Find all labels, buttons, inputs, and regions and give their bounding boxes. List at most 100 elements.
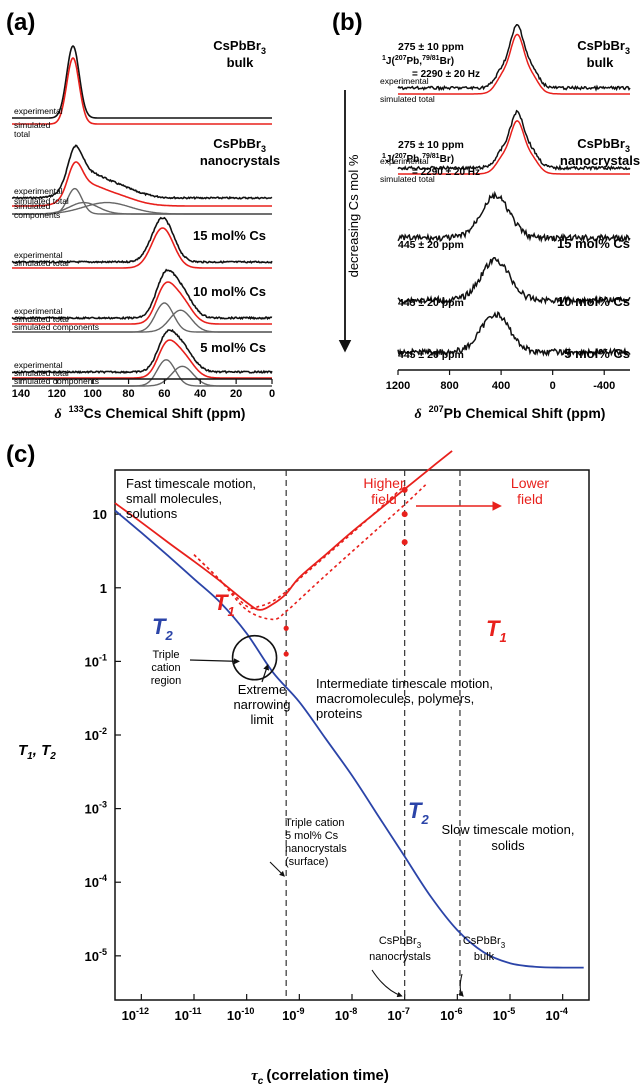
t1-curve bbox=[114, 450, 453, 611]
trace-label: simulated bbox=[14, 201, 51, 211]
coupling-label: 1J(207Pb,79/81Br) bbox=[382, 153, 454, 165]
text: T bbox=[152, 614, 167, 639]
text: J( bbox=[386, 154, 396, 165]
x-tick-label: 100 bbox=[84, 388, 102, 400]
trace-label: experimental bbox=[380, 76, 429, 86]
annotation-fast-timescale: solutions bbox=[126, 506, 178, 521]
base: 10 bbox=[85, 949, 99, 964]
exponent: -10 bbox=[241, 1006, 254, 1016]
superscript: 79/81 bbox=[422, 55, 440, 62]
subscript: 3 bbox=[261, 144, 266, 154]
annotation-triple-cation-5: Triple cation bbox=[285, 817, 345, 829]
bulk-arrow bbox=[458, 973, 464, 997]
superscript: 207 bbox=[395, 153, 407, 160]
base: 10 bbox=[85, 802, 99, 817]
field-marker bbox=[401, 511, 408, 518]
y-tick-label: 10-1 bbox=[85, 652, 107, 669]
experimental-spectrum bbox=[11, 216, 273, 264]
experimental-spectrum bbox=[397, 24, 631, 92]
trace-label: simulated total bbox=[380, 174, 435, 184]
x-tick-label: 10-5 bbox=[493, 1006, 515, 1023]
trace-label: experimental bbox=[14, 360, 63, 370]
annotation-fast-timescale: Fast timescale motion, bbox=[126, 476, 256, 491]
field-marker bbox=[283, 625, 289, 631]
panel-a-x-ticks: 140 120 100 80 60 40 20 0 bbox=[12, 379, 275, 400]
subscript: 1 bbox=[227, 604, 234, 619]
sample-title: CsPbBr3 bbox=[577, 136, 630, 154]
exponent: -7 bbox=[402, 1006, 410, 1016]
simulated-total-spectrum bbox=[12, 339, 272, 379]
panel-b-x-ticks: 1200 800 400 0 -400 bbox=[386, 370, 615, 392]
experimental-spectrum bbox=[397, 311, 631, 358]
x-tick-label: 0 bbox=[269, 388, 275, 400]
t2-curve bbox=[114, 509, 584, 969]
annotation-intermediate: proteins bbox=[316, 706, 363, 721]
x-tick-label: 10-11 bbox=[175, 1006, 202, 1023]
panel-a: (a) CsPbBr3bulkexperimentalsimulatedtota… bbox=[6, 9, 280, 422]
x-tick-label: 60 bbox=[158, 388, 170, 400]
trace-label: simulated total bbox=[14, 314, 69, 324]
sample-title: 5 mol% Cs bbox=[200, 340, 266, 355]
experimental-spectrum bbox=[12, 328, 273, 375]
trace-label: simulated total bbox=[14, 196, 69, 206]
subscript: 2 bbox=[164, 628, 173, 643]
trace-label: simulated total bbox=[380, 94, 435, 104]
annotation-triple-cation-5: nanocrystals bbox=[285, 843, 347, 855]
t1-label-right: T1 bbox=[486, 616, 507, 645]
experimental-spectrum bbox=[397, 190, 631, 244]
y-tick-label: 1 bbox=[100, 581, 107, 596]
annotation-fast-timescale: small molecules, bbox=[126, 491, 222, 506]
subscript: 3 bbox=[501, 941, 506, 950]
field-marker bbox=[401, 486, 408, 493]
x-tick-label: 10-12 bbox=[122, 1006, 149, 1023]
sample-subtitle: nanocrystals bbox=[560, 153, 640, 168]
simulated-component bbox=[12, 309, 272, 333]
panel-b-label: (b) bbox=[332, 9, 363, 36]
exponent: -2 bbox=[99, 726, 107, 736]
annotation-triple-cation-region: cation bbox=[151, 662, 180, 674]
y-tick-label: 10-3 bbox=[85, 800, 107, 817]
extreme-narrowing-arrow bbox=[261, 663, 270, 683]
x-tick-label: 0 bbox=[550, 380, 556, 392]
superscript: 207 bbox=[395, 55, 407, 62]
base: 10 bbox=[440, 1008, 454, 1023]
sample-title: 5 mol% Cs bbox=[564, 346, 630, 361]
base: 10 bbox=[227, 1008, 241, 1023]
simulated-total-spectrum bbox=[12, 227, 272, 269]
annotation-higher-field: field bbox=[371, 491, 397, 507]
exponent: -1 bbox=[99, 652, 107, 662]
exponent: -8 bbox=[349, 1006, 357, 1016]
superscript: 79/81 bbox=[422, 153, 440, 160]
sample-subtitle: bulk bbox=[227, 55, 254, 70]
sample-title: CsPbBr3 bbox=[213, 136, 266, 154]
triple-cation-circle bbox=[231, 634, 278, 681]
chemical-shift-label: 445 ± 20 ppm bbox=[398, 349, 464, 361]
panel-b-x-axis-label: δ 207Pb Chemical Shift (ppm) bbox=[415, 404, 606, 422]
simulated-total-spectrum bbox=[12, 161, 272, 207]
annotation-triple-cation-region: Triple bbox=[152, 649, 179, 661]
simulated-total-spectrum bbox=[12, 56, 272, 125]
sample-title: 10 mol% Cs bbox=[557, 294, 630, 309]
trace-label: total bbox=[14, 129, 30, 139]
x-tick-label: 10-9 bbox=[282, 1006, 304, 1023]
annotation-triple-cation-region: region bbox=[151, 675, 182, 687]
text: T bbox=[408, 798, 423, 823]
simulated-total-spectrum bbox=[398, 33, 630, 95]
superscript: 1 bbox=[382, 153, 386, 160]
base: 10 bbox=[175, 1008, 189, 1023]
panel-b-traces bbox=[397, 24, 631, 358]
panel-c-annotations: Fast timescale motion,small molecules,so… bbox=[126, 475, 574, 998]
exponent: -9 bbox=[297, 1006, 305, 1016]
x-tick-label: 120 bbox=[48, 388, 66, 400]
text: Pb, bbox=[407, 154, 423, 165]
subscript: 3 bbox=[417, 941, 422, 950]
text: T bbox=[486, 616, 501, 641]
simulated-total-spectrum bbox=[398, 120, 630, 175]
chemical-shift-label: 275 ± 10 ppm bbox=[398, 139, 464, 151]
exponent: -5 bbox=[99, 947, 107, 957]
x-tick-label: 80 bbox=[122, 388, 134, 400]
subscript: 2 bbox=[420, 812, 429, 827]
